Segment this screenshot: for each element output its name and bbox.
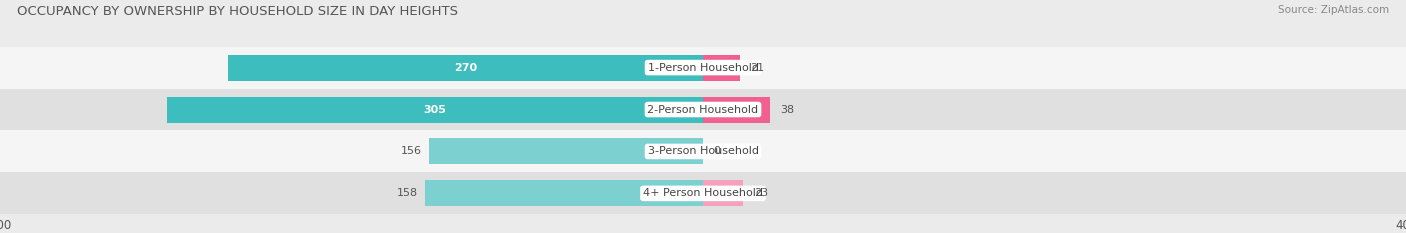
Text: 21: 21 (751, 63, 765, 72)
Bar (703, 180, 744, 206)
Text: 158: 158 (396, 188, 419, 198)
Text: 305: 305 (423, 105, 447, 114)
Bar (425, 180, 703, 206)
Bar (0, 47, 1406, 89)
Text: 1-Person Household: 1-Person Household (648, 63, 758, 72)
Text: 156: 156 (401, 147, 422, 156)
Text: 3-Person Household: 3-Person Household (648, 147, 758, 156)
Bar (429, 138, 703, 164)
Bar (0, 130, 1406, 172)
Bar (703, 96, 770, 123)
Text: 4+ Person Household: 4+ Person Household (643, 188, 763, 198)
Text: 0: 0 (713, 147, 720, 156)
Text: Source: ZipAtlas.com: Source: ZipAtlas.com (1278, 5, 1389, 15)
Text: 38: 38 (780, 105, 794, 114)
Text: 23: 23 (754, 188, 768, 198)
Text: 270: 270 (454, 63, 477, 72)
Text: OCCUPANCY BY OWNERSHIP BY HOUSEHOLD SIZE IN DAY HEIGHTS: OCCUPANCY BY OWNERSHIP BY HOUSEHOLD SIZE… (17, 5, 458, 18)
Bar (228, 55, 703, 81)
Bar (0, 89, 1406, 130)
Text: 2-Person Household: 2-Person Household (647, 105, 759, 114)
Bar (167, 96, 703, 123)
Bar (703, 55, 740, 81)
Bar (0, 172, 1406, 214)
